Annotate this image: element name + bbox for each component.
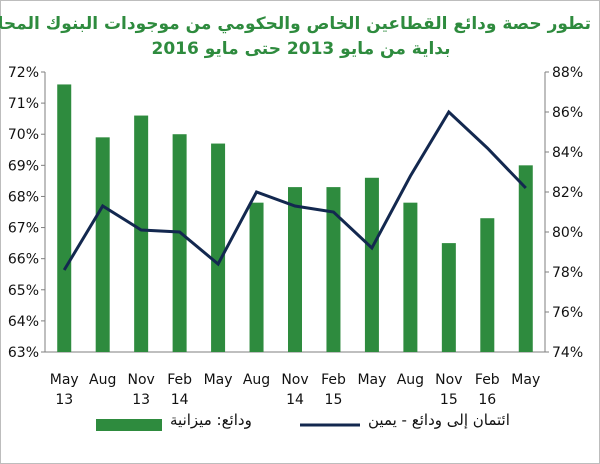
x-tick-label-year: 14: [286, 392, 304, 408]
x-tick-label-month: Nov: [435, 372, 462, 388]
series-line: [62, 109, 527, 271]
right-tick-label: 76%: [552, 305, 583, 321]
x-tick-label-month: May: [511, 372, 540, 388]
x-tick-label-month: Feb: [475, 372, 500, 388]
bar: [172, 134, 187, 352]
left-tick-label: 69%: [8, 158, 39, 174]
x-tick-label-month: Feb: [167, 372, 192, 388]
bar: [518, 165, 533, 352]
bar: [134, 115, 149, 352]
x-tick-label-month: Nov: [127, 372, 154, 388]
chart-title-line-1: تطور حصة ودائع القطاعين الخاص والحكومي م…: [0, 14, 591, 34]
bar: [249, 202, 264, 352]
x-tick-label-month: May: [357, 372, 386, 388]
bar: [95, 137, 110, 352]
chart-title-line-2: بداية من مايو 2013 حتى مايو 2016: [151, 39, 451, 59]
right-tick-label: 82%: [552, 185, 583, 201]
x-tick-label-month: Aug: [397, 372, 424, 388]
bar: [57, 84, 72, 352]
x-tick-label-month: May: [50, 372, 79, 388]
right-tick-label: 84%: [552, 145, 583, 161]
legend-label-bars: ودائع: ميزانية: [170, 411, 252, 429]
x-tick-label-month: Aug: [89, 372, 116, 388]
legend-label-line: ائتمان إلى ودائع - يمين: [368, 411, 510, 429]
x-tick-label-year: 15: [440, 392, 458, 408]
x-tick-label-year: 13: [132, 392, 150, 408]
bar: [364, 177, 379, 352]
right-tick-label: 78%: [552, 265, 583, 281]
x-tick-label-year: 13: [55, 392, 73, 408]
x-tick-label-year: 16: [478, 392, 496, 408]
left-tick-label: 68%: [8, 189, 39, 205]
bar: [441, 243, 456, 352]
x-tick-label-month: Aug: [243, 372, 270, 388]
left-tick-label: 66%: [8, 252, 39, 268]
x-tick-label-month: May: [204, 372, 233, 388]
left-tick-label: 72%: [8, 65, 39, 81]
right-tick-label: 80%: [552, 225, 583, 241]
labels-group: 63% 64% 65% 66% 67% 68% 69% 70% 71% 72% 74% 76% 78% 8…: [8, 65, 583, 408]
legend-bar-swatch: [96, 419, 162, 431]
bar: [403, 202, 418, 352]
x-tick-label-year: 15: [325, 392, 343, 408]
bars-group: [57, 84, 533, 352]
right-tick-label: 86%: [552, 105, 583, 121]
bar: [211, 143, 226, 352]
x-tick-label-month: Feb: [321, 372, 346, 388]
x-tick-label-year: 14: [171, 392, 189, 408]
line-group: [62, 109, 527, 271]
bar: [288, 187, 302, 352]
bar: [480, 218, 495, 352]
left-tick-label: 65%: [8, 283, 39, 299]
left-tick-label: 63%: [8, 345, 39, 361]
x-tick-label-month: Nov: [281, 372, 308, 388]
left-tick-label: 64%: [8, 314, 39, 330]
left-tick-label: 67%: [8, 221, 39, 237]
left-tick-label: 71%: [8, 96, 39, 112]
left-tick-label: 70%: [8, 127, 39, 143]
legend: [96, 419, 360, 431]
right-tick-label: 88%: [552, 65, 583, 81]
right-tick-label: 74%: [552, 345, 583, 361]
bar: [326, 187, 341, 352]
